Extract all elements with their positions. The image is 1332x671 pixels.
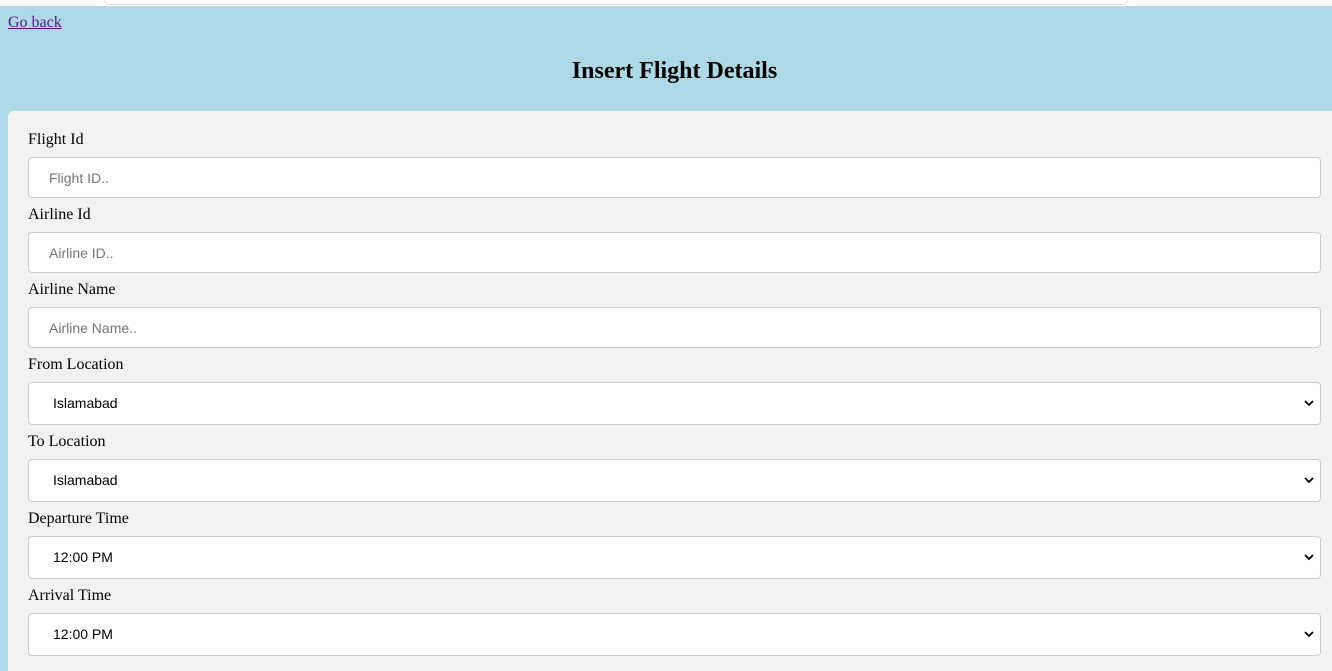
airline-id-label: Airline Id (28, 206, 91, 223)
to-location-value: Islamabad (53, 472, 118, 488)
arrival-time-value: 12:00 PM (53, 626, 113, 642)
go-back-link[interactable]: Go back (8, 14, 62, 31)
departure-time-label: Departure Time (28, 510, 129, 527)
departure-time-select[interactable]: 12:00 PM (28, 536, 1321, 579)
flight-id-input[interactable] (28, 157, 1321, 198)
from-location-select[interactable]: Islamabad (28, 382, 1321, 425)
from-location-label: From Location (28, 356, 124, 373)
airline-name-input[interactable] (28, 307, 1321, 348)
to-location-select[interactable]: Islamabad (28, 459, 1321, 502)
airline-id-input[interactable] (28, 232, 1321, 273)
browser-address-bar-edge (104, 0, 1128, 5)
arrival-time-select[interactable]: 12:00 PM (28, 613, 1321, 656)
airline-name-label: Airline Name (28, 281, 116, 298)
page-title: Insert Flight Details (571, 58, 778, 84)
chevron-down-icon (1304, 400, 1314, 407)
chevron-down-icon (1304, 631, 1314, 638)
arrival-time-label: Arrival Time (28, 587, 112, 604)
to-location-label: To Location (28, 433, 106, 450)
departure-time-value: 12:00 PM (53, 549, 113, 565)
from-location-value: Islamabad (53, 395, 118, 411)
chevron-down-icon (1304, 554, 1314, 561)
flight-form: Flight Id Airline Id Airline Name From L… (8, 111, 1332, 671)
chevron-down-icon (1304, 477, 1314, 484)
browser-top-edge (0, 0, 1332, 7)
flight-id-label: Flight Id (28, 131, 84, 148)
